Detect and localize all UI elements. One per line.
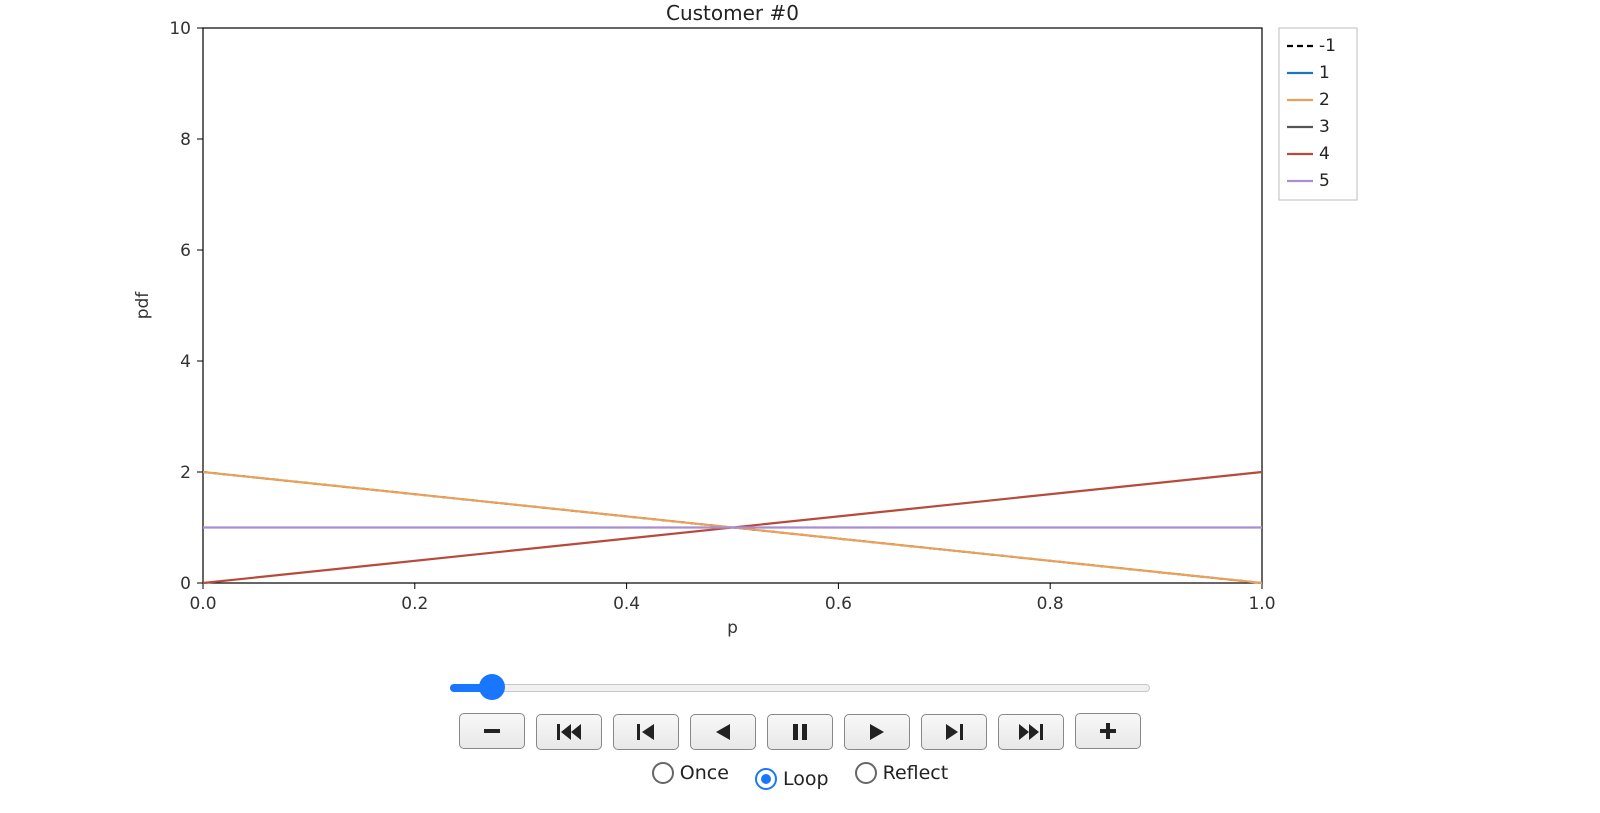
prev-frame-button[interactable] (613, 714, 679, 750)
play-left-icon (713, 722, 733, 742)
svg-text:4: 4 (180, 352, 191, 372)
minus-icon (481, 720, 503, 742)
svg-text:1: 1 (1319, 63, 1330, 83)
svg-text:0.2: 0.2 (401, 594, 428, 614)
prev-icon (635, 722, 657, 742)
svg-text:0.6: 0.6 (825, 594, 852, 614)
svg-text:0: 0 (180, 574, 191, 594)
radio-label: Loop (783, 768, 829, 790)
next-icon (943, 722, 965, 742)
svg-text:1.0: 1.0 (1248, 594, 1275, 614)
svg-text:4: 4 (1319, 144, 1330, 164)
last-icon (1018, 722, 1044, 742)
svg-text:0.0: 0.0 (189, 594, 216, 614)
svg-text:p: p (727, 618, 738, 638)
svg-text:0.4: 0.4 (613, 594, 640, 614)
radio-icon (755, 768, 777, 790)
play-button[interactable] (844, 714, 910, 750)
svg-text:10: 10 (169, 19, 191, 39)
playback-mode-reflect[interactable]: Reflect (855, 762, 949, 784)
svg-text:Customer #0: Customer #0 (666, 1, 799, 25)
next-frame-button[interactable] (921, 714, 987, 750)
pause-icon (790, 722, 810, 742)
svg-text:pdf: pdf (133, 291, 153, 320)
svg-text:3: 3 (1319, 117, 1330, 137)
faster-button[interactable] (1075, 713, 1141, 749)
play-reverse-button[interactable] (690, 714, 756, 750)
first-icon (556, 722, 582, 742)
svg-text:-1: -1 (1319, 36, 1336, 56)
button-row (0, 713, 1600, 750)
svg-text:2: 2 (1319, 90, 1330, 110)
playback-mode-loop[interactable]: Loop (755, 768, 829, 790)
radio-icon (652, 762, 674, 784)
play-right-icon (867, 722, 887, 742)
chart-svg: 0.0 0.2 0.4 0.6 0.8 1.0 0 2 4 6 8 10 p pdf Customer #0… (0, 0, 1600, 660)
pause-button[interactable] (767, 714, 833, 750)
chart-container: 0.0 0.2 0.4 0.6 0.8 1.0 0 2 4 6 8 10 p pdf Customer #0… (0, 0, 1600, 660)
slower-button[interactable] (459, 713, 525, 749)
radio-label: Once (680, 762, 729, 784)
animation-controls: Once Loop Reflect (0, 675, 1600, 790)
svg-text:8: 8 (180, 130, 191, 150)
playback-mode-group: Once Loop Reflect (0, 762, 1600, 790)
svg-text:0.8: 0.8 (1037, 594, 1064, 614)
slider-track (450, 684, 1150, 692)
frame-slider[interactable] (450, 675, 1150, 699)
first-frame-button[interactable] (536, 714, 602, 750)
slider-thumb[interactable] (479, 674, 505, 700)
plus-icon (1097, 720, 1119, 742)
svg-text:2: 2 (180, 463, 191, 483)
playback-mode-once[interactable]: Once (652, 762, 729, 784)
last-frame-button[interactable] (998, 714, 1064, 750)
svg-text:6: 6 (180, 241, 191, 261)
svg-text:5: 5 (1319, 171, 1330, 191)
radio-icon (855, 762, 877, 784)
radio-label: Reflect (883, 762, 949, 784)
